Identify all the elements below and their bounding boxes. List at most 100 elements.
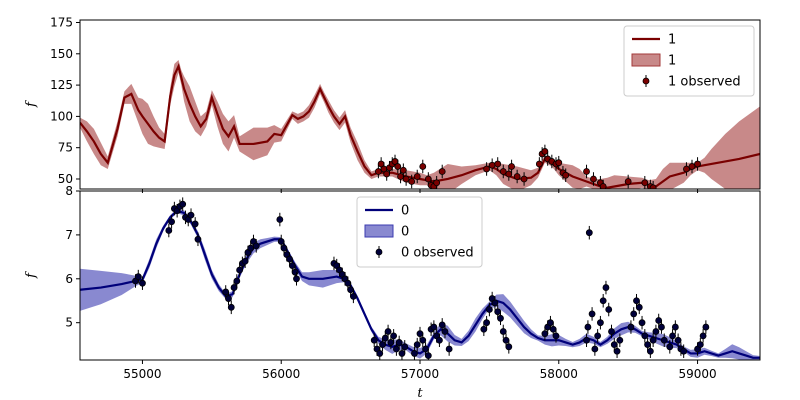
observed-point xyxy=(384,328,392,335)
legend-label: 1 xyxy=(668,54,676,69)
uncertainty-band-top xyxy=(80,60,760,189)
observed-point xyxy=(387,339,395,346)
observed-point xyxy=(422,345,429,353)
y-tick-label: 7 xyxy=(65,228,73,242)
y-axis-label: f xyxy=(24,271,39,279)
observed-point xyxy=(641,179,649,187)
x-tick-label: 58000 xyxy=(540,367,578,381)
legend-band-swatch xyxy=(631,53,661,67)
x-tick-label: 55000 xyxy=(123,367,161,381)
observed-point xyxy=(552,332,560,340)
observed-point xyxy=(438,321,446,329)
observed-point xyxy=(438,168,446,175)
observed-point xyxy=(277,238,285,245)
observed-point xyxy=(635,303,643,311)
observed-point xyxy=(555,159,563,167)
observed-point xyxy=(666,343,674,351)
observed-point xyxy=(411,350,418,357)
observed-point xyxy=(633,297,640,305)
observed-point xyxy=(513,173,521,180)
observed-point xyxy=(483,319,491,327)
observed-point xyxy=(497,314,504,322)
observed-point xyxy=(649,336,657,344)
legend-point-swatch xyxy=(375,248,383,256)
legend-label: 0 xyxy=(401,204,409,219)
observed-point xyxy=(694,160,701,168)
legend-label: 0 observed xyxy=(401,246,474,261)
observed-point xyxy=(562,171,570,179)
y-tick-label: 6 xyxy=(65,272,73,286)
y-tick-label: 8 xyxy=(65,184,73,198)
observed-point xyxy=(381,334,389,342)
bottom-panel: 5 6 7 8 55000 56000 57000 58000 59000 f t 0 0 0 obser… xyxy=(24,184,761,400)
observed-point xyxy=(638,319,646,327)
observed-point xyxy=(655,317,663,324)
observed-point xyxy=(134,273,142,280)
observed-point xyxy=(408,178,416,185)
observed-point xyxy=(230,284,238,291)
observed-point xyxy=(233,277,241,285)
observed-point xyxy=(222,288,230,296)
top-panel: 50 75 100 125 150 175 f 1 1 1 observed xyxy=(24,16,761,193)
observed-point xyxy=(588,310,596,318)
legend-band-swatch xyxy=(364,224,394,238)
observed-point xyxy=(445,345,453,353)
observed-point xyxy=(485,306,493,313)
observed-point xyxy=(610,341,618,349)
observed-point xyxy=(225,295,232,302)
observed-point xyxy=(699,332,707,340)
observed-point xyxy=(194,235,202,243)
observed-point xyxy=(491,299,499,307)
observed-point xyxy=(599,297,607,305)
observed-point xyxy=(591,345,599,353)
observed-point xyxy=(597,319,604,327)
observed-point xyxy=(397,173,404,180)
observed-point xyxy=(374,168,382,175)
legend-box xyxy=(356,196,483,268)
observed-point xyxy=(508,163,515,170)
observed-point xyxy=(599,183,607,189)
legend-box xyxy=(623,25,755,97)
observed-point xyxy=(424,352,432,360)
observed-point xyxy=(390,332,398,340)
observed-point xyxy=(505,343,513,351)
legend-point-swatch xyxy=(642,77,650,85)
model-line-top xyxy=(80,63,760,189)
observed-point xyxy=(179,200,187,208)
x-tick-label: 59000 xyxy=(678,367,716,381)
observed-point xyxy=(379,341,386,349)
observed-point xyxy=(627,323,635,331)
observed-point xyxy=(683,165,690,173)
observed-point xyxy=(236,266,243,274)
observed-point xyxy=(680,347,688,355)
observed-point xyxy=(702,323,710,331)
observed-point xyxy=(488,161,496,169)
legend-label: 0 xyxy=(401,225,409,240)
observed-point xyxy=(535,160,543,168)
observed-point xyxy=(605,306,613,313)
observed-point xyxy=(191,220,199,228)
observed-point xyxy=(541,330,549,338)
x-tick-label: 57000 xyxy=(401,367,439,381)
y-tick-label: 100 xyxy=(50,109,73,123)
observed-point xyxy=(583,336,590,344)
observed-point xyxy=(641,332,649,340)
observed-point xyxy=(165,227,173,234)
observed-point xyxy=(613,347,621,355)
observed-point xyxy=(494,160,502,168)
observed-point xyxy=(401,343,409,351)
legend-bottom: 0 0 0 observed xyxy=(356,196,483,268)
observed-point xyxy=(585,229,593,237)
observed-point xyxy=(383,170,391,178)
observed-point xyxy=(480,325,488,333)
observed-point xyxy=(413,173,421,180)
y-tick-label: 125 xyxy=(50,78,73,92)
legend-top: 1 1 1 observed xyxy=(623,25,755,97)
observed-point xyxy=(280,244,288,252)
observed-point xyxy=(583,168,590,175)
y-tick-label: 5 xyxy=(65,316,73,330)
observed-point xyxy=(630,310,638,318)
plot-area-top xyxy=(80,60,760,189)
plot-area-bottom xyxy=(80,197,760,360)
